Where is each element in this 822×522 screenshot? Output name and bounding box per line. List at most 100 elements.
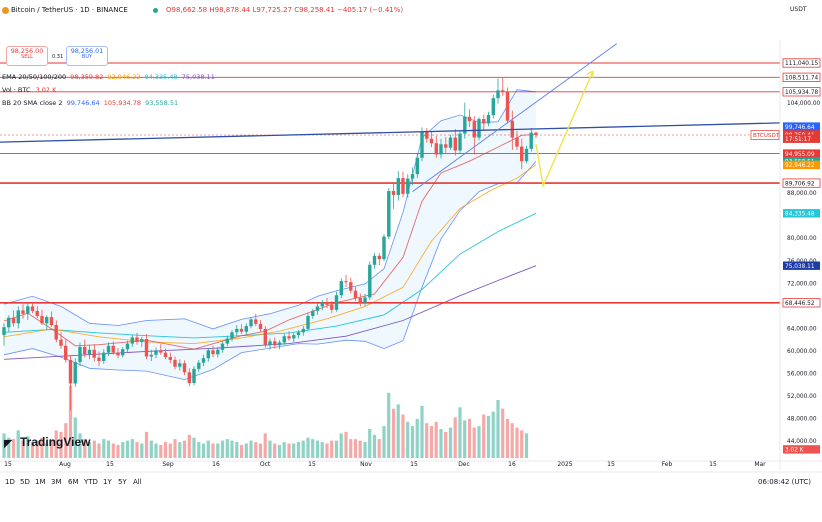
volume-bar <box>125 440 130 458</box>
clock-readout[interactable]: 06:08:42 (UTC) <box>758 478 812 486</box>
candle-body <box>168 357 172 360</box>
trendline[interactable] <box>0 122 781 143</box>
volume-bar <box>273 443 277 458</box>
volume-bar <box>296 442 301 458</box>
price-axis-background <box>780 40 822 470</box>
candle-body <box>287 336 291 339</box>
volume-bar <box>225 439 229 458</box>
price-badge[interactable] <box>783 134 820 143</box>
volume-bar <box>520 430 524 458</box>
price-badge[interactable] <box>782 178 821 188</box>
price-badge[interactable] <box>782 58 821 68</box>
timeframe-button-1m[interactable]: 1M <box>35 478 46 486</box>
bb-legend[interactable]: BB 20 SMA close 2 99,746.64 105,934.78 9… <box>2 99 178 107</box>
volume-bar <box>263 433 267 458</box>
volume-bar <box>406 421 410 459</box>
price-badge[interactable] <box>783 209 820 218</box>
price-badge[interactable] <box>782 87 821 97</box>
volume-bar <box>277 444 282 458</box>
candle-body <box>125 343 130 350</box>
candle-body <box>30 306 35 311</box>
price-axis[interactable]: 104,000.0088,000.0080,000.0076,000.0072,… <box>750 40 822 470</box>
candle-body <box>106 345 111 353</box>
ema-legend[interactable]: EMA 20/50/100/200 98,359.82 92,946.22 84… <box>2 73 215 81</box>
candle-body <box>268 341 272 345</box>
volume-bar <box>282 442 286 458</box>
buy-button[interactable]: 98,256.01 BUY <box>66 46 108 66</box>
currency-label[interactable]: USDT <box>790 6 807 13</box>
candle-body <box>40 316 44 324</box>
volume-bar <box>268 440 272 458</box>
volume-legend[interactable]: Vol · BTC 3.02 K <box>2 86 56 94</box>
candle-body <box>254 319 258 324</box>
candle-body <box>149 354 153 357</box>
candle-body <box>144 339 149 357</box>
price-badge[interactable] <box>783 160 820 170</box>
volume-bar <box>168 443 172 458</box>
projection-arrow[interactable] <box>535 70 594 189</box>
price-badge[interactable] <box>783 122 820 131</box>
candle-body <box>59 339 63 346</box>
bb-legend-title: BB 20 SMA close 2 <box>2 99 63 107</box>
channel-line[interactable] <box>412 43 618 192</box>
timeframe-button-1y[interactable]: 1Y <box>103 478 112 486</box>
candle-body <box>486 115 491 124</box>
volume-bar <box>21 440 25 458</box>
market-status-icon <box>153 8 158 13</box>
sell-button[interactable]: 98,256.00 SELL <box>6 46 48 66</box>
price-badge-label: 89,706.92 <box>785 181 815 187</box>
price-badge[interactable] <box>783 261 820 270</box>
volume-legend-title: Vol · BTC <box>2 86 31 94</box>
candle-body <box>391 191 396 195</box>
candle-body <box>444 144 448 148</box>
candle-body <box>363 297 367 303</box>
timeframe-button-1d[interactable]: 1D <box>5 478 15 486</box>
timeframe-button-5y[interactable]: 5Y <box>118 478 127 486</box>
time-tick-label: Sep <box>162 461 174 468</box>
candle-body <box>439 144 443 155</box>
price-badge[interactable] <box>783 149 820 158</box>
volume-bar <box>415 418 419 458</box>
volume-bar <box>315 440 320 458</box>
candle-body <box>524 148 529 162</box>
candle-body <box>211 350 215 355</box>
candle-body <box>11 317 16 324</box>
volume-bar <box>197 442 201 458</box>
candle-body <box>135 337 139 342</box>
bb-lower-value: 93,558.51 <box>145 99 179 107</box>
horizontal-levels-layer[interactable] <box>0 62 780 304</box>
volume-bar <box>30 442 35 458</box>
drawings-layer[interactable] <box>0 43 781 192</box>
time-axis[interactable]: 15 Aug 15 Sep 16 Oct 15 Nov 15 Dec 16 2025 15 Feb 15 Ma… <box>0 460 822 473</box>
candle-body <box>97 357 101 361</box>
timeframe-button-ytd[interactable]: YTD <box>84 478 98 486</box>
timeframe-button-6m[interactable]: 6M <box>68 478 79 486</box>
candle-body <box>353 290 358 298</box>
volume-bar <box>59 431 63 458</box>
candle-body <box>244 326 248 332</box>
timeframe-button-all[interactable]: All <box>133 478 142 486</box>
symbol-title[interactable]: Bitcoin / TetherUS · 1D · BINANCE <box>11 6 128 14</box>
volume-bar <box>106 440 111 458</box>
ticker-tag[interactable] <box>750 130 780 140</box>
volume-bar <box>391 408 396 458</box>
candle-body <box>434 143 438 155</box>
price-badge[interactable] <box>782 298 821 308</box>
volume-bar <box>216 443 220 458</box>
buy-label: BUY <box>81 54 93 61</box>
candle-body <box>320 302 324 307</box>
price-badge-label: 105,934.78 <box>785 90 819 96</box>
volume-bar <box>301 440 305 458</box>
price-badge[interactable] <box>782 72 821 82</box>
volume-bar <box>429 426 434 458</box>
price-badge[interactable] <box>783 445 820 454</box>
candle-body <box>159 350 163 353</box>
volume-bar <box>477 426 481 458</box>
timeframe-button-5d[interactable]: 5D <box>20 478 30 486</box>
candle-body <box>102 352 106 361</box>
time-tick-label: Mar <box>754 461 766 468</box>
timeframe-button-3m[interactable]: 3M <box>51 478 62 486</box>
price-tick-label: 52,000.00 <box>787 394 817 400</box>
price-tick-label: 72,000.00 <box>787 281 817 287</box>
